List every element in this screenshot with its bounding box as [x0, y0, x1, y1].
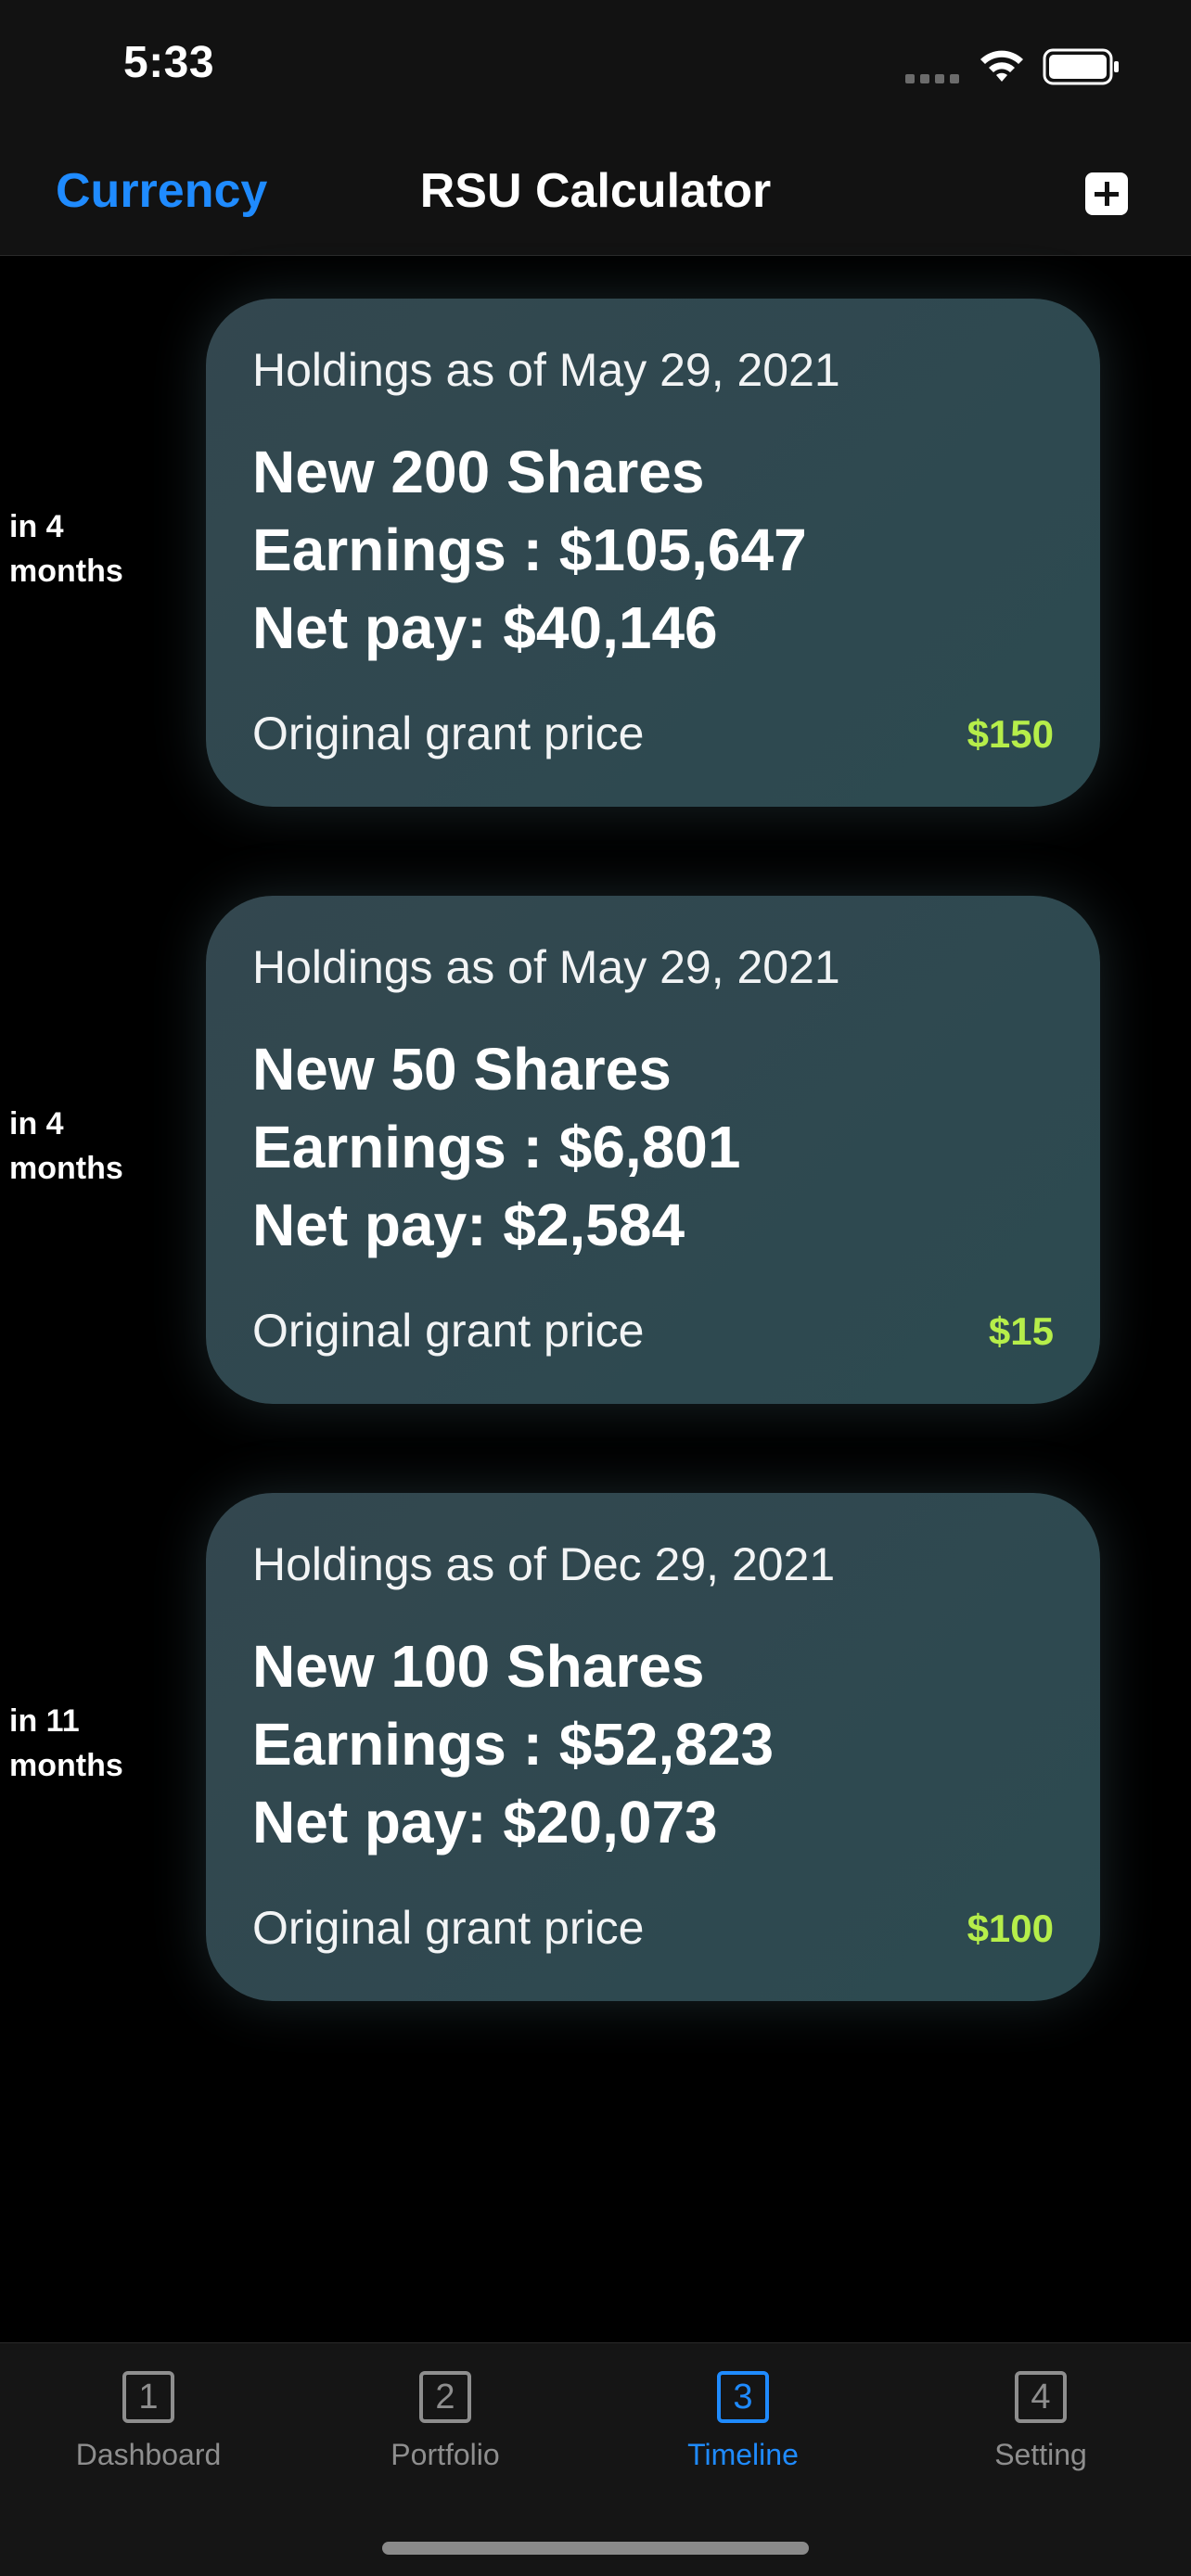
earnings: Earnings : $52,823	[252, 1711, 775, 1778]
timeline-entry: in 4 months Holdings as of May 29, 2021 …	[0, 299, 1191, 807]
earnings: Earnings : $6,801	[252, 1114, 741, 1180]
holdings-date: Holdings as of May 29, 2021	[252, 941, 840, 993]
tab-label: Timeline	[687, 2438, 799, 2471]
tab-bar: 1 Dashboard 2 Portfolio 3 Timeline 4 Set…	[0, 2342, 1191, 2576]
page-title: RSU Calculator	[419, 164, 772, 218]
square-3-icon: 3	[717, 2371, 769, 2423]
top-bar: 5:33 Currency RSU Calculator	[0, 0, 1191, 256]
timeline-entry: in 11 months Holdings as of Dec 29, 2021…	[0, 1493, 1191, 2001]
tab-dashboard[interactable]: 1 Dashboard	[37, 2371, 260, 2472]
grant-price-value: $100	[967, 1906, 1054, 1950]
net-pay: Net pay: $2,584	[252, 1192, 685, 1258]
grant-price-label: Original grant price	[252, 1902, 645, 1954]
battery-icon	[1043, 48, 1119, 85]
square-4-icon: 4	[1015, 2371, 1067, 2423]
holdings-date: Holdings as of Dec 29, 2021	[252, 1538, 836, 1590]
tab-label: Dashboard	[75, 2438, 222, 2471]
wifi-icon	[980, 50, 1023, 82]
timeline-entry: in 4 months Holdings as of May 29, 2021 …	[0, 896, 1191, 1404]
net-pay: Net pay: $20,073	[252, 1789, 718, 1855]
tab-portfolio[interactable]: 2 Portfolio	[334, 2371, 557, 2472]
grant-price-value: $15	[988, 1309, 1054, 1353]
earnings: Earnings : $105,647	[252, 516, 807, 583]
new-shares: New 100 Shares	[252, 1633, 705, 1700]
home-indicator[interactable]	[382, 2542, 809, 2555]
tab-timeline[interactable]: 3 Timeline	[632, 2371, 854, 2472]
tab-label: Portfolio	[391, 2438, 500, 2471]
grant-price-label: Original grant price	[252, 1305, 645, 1357]
status-time: 5:33	[123, 38, 215, 87]
holding-card[interactable]: Holdings as of May 29, 2021 New 200 Shar…	[206, 299, 1100, 807]
holdings-date: Holdings as of May 29, 2021	[252, 344, 840, 396]
vesting-time-label: in 4 months	[9, 509, 123, 589]
cellular-signal-icon	[905, 74, 959, 83]
holding-card[interactable]: Holdings as of Dec 29, 2021 New 100 Shar…	[206, 1493, 1100, 2001]
tab-setting[interactable]: 4 Setting	[929, 2371, 1152, 2472]
add-grant-button[interactable]	[1085, 172, 1128, 215]
holding-card[interactable]: Holdings as of May 29, 2021 New 50 Share…	[206, 896, 1100, 1404]
currency-button[interactable]: Currency	[56, 164, 268, 218]
square-1-icon: 1	[122, 2371, 174, 2423]
new-shares: New 200 Shares	[252, 439, 705, 505]
square-2-icon: 2	[419, 2371, 471, 2423]
grant-price-label: Original grant price	[252, 708, 645, 759]
vesting-time-label: in 11 months	[9, 1703, 123, 1783]
tab-label: Setting	[994, 2438, 1087, 2471]
vesting-time-label: in 4 months	[9, 1106, 123, 1186]
net-pay: Net pay: $40,146	[252, 594, 718, 661]
grant-price-value: $150	[967, 712, 1054, 756]
new-shares: New 50 Shares	[252, 1036, 672, 1103]
